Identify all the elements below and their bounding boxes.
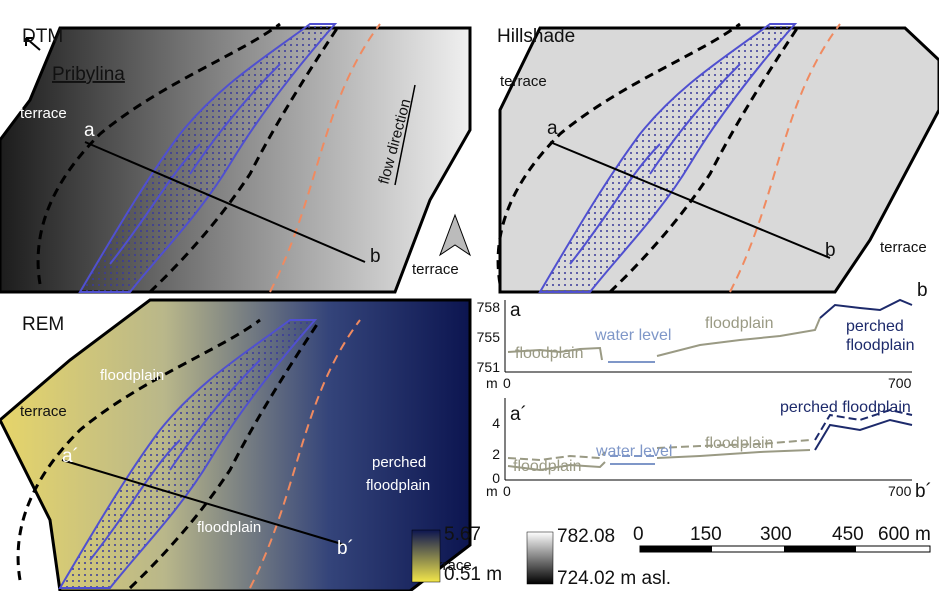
label: floodplain xyxy=(705,315,774,332)
profile-a: a b 758 755 751 m 0 700 floodplain water… xyxy=(477,280,928,391)
scale-label: 450 xyxy=(832,524,864,545)
title: DTM xyxy=(22,26,63,47)
x-tick-label: 0 xyxy=(503,375,511,391)
y-tick-label: 2 xyxy=(492,446,500,462)
label: terrace xyxy=(880,239,927,256)
label: b xyxy=(917,280,928,301)
label: a´ xyxy=(510,404,527,425)
label: water level xyxy=(595,443,672,460)
label: perched xyxy=(372,454,426,471)
dtm-panel: DTM Pribylina terrace a b flow direction… xyxy=(0,24,470,292)
scale-label: 300 xyxy=(760,524,792,545)
figure: DTM Pribylina terrace a b flow direction… xyxy=(0,0,939,591)
title: Hillshade xyxy=(497,26,575,47)
label: terrace xyxy=(412,261,459,278)
profile-b: a´ b´ 4 2 0 m 0 700 floodplain water lev… xyxy=(486,398,932,502)
label: a´ xyxy=(62,446,79,467)
label: terrace xyxy=(20,105,67,122)
x-tick-label: 0 xyxy=(503,483,511,499)
label: b xyxy=(825,240,836,261)
legends: 5.67 0.51 m 782.08 724.02 m asl. 0 150 3… xyxy=(412,524,931,589)
legend-label: 724.02 m asl. xyxy=(557,568,671,589)
scale-label: 0 xyxy=(633,524,644,545)
y-tick-label: 751 xyxy=(477,359,501,375)
hillshade-panel: Hillshade terrace a b terrace xyxy=(497,24,939,292)
legend-label: 5.67 xyxy=(444,524,481,545)
y-tick-label: 4 xyxy=(492,415,500,431)
label: floodplain xyxy=(366,477,430,494)
label: a xyxy=(84,120,95,141)
label: floodplain xyxy=(515,345,584,362)
label: floodplain xyxy=(513,458,582,475)
label: a xyxy=(510,300,521,321)
place: Pribylina xyxy=(52,64,125,85)
x-tick-label: 700 xyxy=(888,375,912,391)
label: floodplain xyxy=(705,435,774,452)
label: terrace xyxy=(500,73,547,90)
label: perched xyxy=(846,318,904,335)
legend-label: 782.08 xyxy=(557,526,615,547)
label: floodplain xyxy=(846,337,915,354)
label: b´ xyxy=(337,538,354,559)
scale-label: 150 xyxy=(690,524,722,545)
unit: m xyxy=(486,483,498,499)
y-tick-label: 755 xyxy=(477,329,501,345)
label: b xyxy=(370,246,381,267)
label: a xyxy=(547,118,558,139)
label: perched floodplain xyxy=(780,399,911,416)
unit: m xyxy=(486,375,498,391)
title: REM xyxy=(22,314,64,335)
rem-panel: REM terrace floodplain a´ floodplain per… xyxy=(0,300,472,591)
legend-label: 0.51 m xyxy=(444,564,502,585)
label: floodplain xyxy=(100,367,164,384)
scale-label: 600 m xyxy=(878,524,931,545)
label: water level xyxy=(594,327,671,344)
label: terrace xyxy=(20,403,67,420)
label: b´ xyxy=(915,481,932,502)
x-tick-label: 700 xyxy=(888,483,912,499)
label: floodplain xyxy=(197,519,261,536)
y-tick-label: 758 xyxy=(477,299,501,315)
